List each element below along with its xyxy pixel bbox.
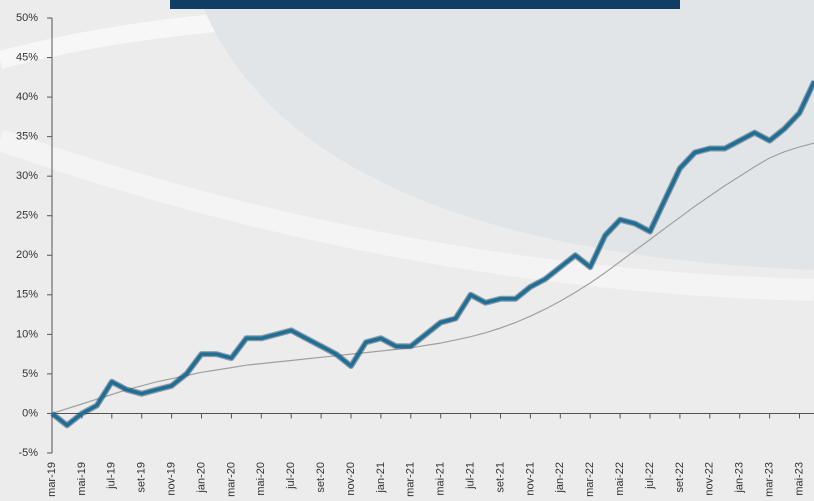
y-tick-label: 15%	[16, 289, 38, 301]
x-tick-label: mar-20	[225, 462, 237, 497]
y-tick-label: 5%	[22, 368, 38, 380]
x-tick-label: mar-21	[405, 462, 417, 497]
x-tick-label: jan-20	[195, 462, 207, 494]
y-tick-label: 10%	[16, 328, 38, 340]
x-tick-label: mai-23	[793, 462, 805, 496]
y-tick-label: 0%	[22, 407, 38, 419]
x-tick-label: jan-21	[375, 462, 387, 494]
y-tick-label: -5%	[18, 447, 38, 459]
x-tick-label: nov-19	[166, 462, 178, 496]
x-tick-label: jan-22	[554, 462, 566, 494]
y-tick-label: 30%	[16, 170, 38, 182]
x-tick-label: jul-19	[106, 462, 118, 490]
x-tick-label: mar-23	[764, 462, 776, 497]
x-tick-label: mai-20	[255, 462, 267, 496]
x-tick-label: jul-20	[285, 462, 297, 490]
chart: -5% 0% 5% 10% 15% 20% 25% 30% 35% 40% 45% 50% mar-19…	[0, 0, 814, 501]
x-tick-label: set-19	[136, 462, 148, 493]
y-tick-label: 45%	[16, 51, 38, 63]
x-tick-label: set-22	[674, 462, 686, 493]
title-bar	[170, 0, 680, 9]
y-tick-label: 40%	[16, 91, 38, 103]
x-tick-label: mar-19	[46, 462, 58, 497]
x-tick-label: set-21	[494, 462, 506, 493]
y-tick-label: 35%	[16, 131, 38, 143]
x-tick-label: nov-20	[345, 462, 357, 496]
x-tick-label: mar-22	[584, 462, 596, 497]
y-tick-label: 25%	[16, 210, 38, 222]
x-tick-label: mai-21	[435, 462, 447, 496]
x-tick-label: jan-23	[734, 462, 746, 494]
x-tick-label: mai-19	[76, 462, 88, 496]
x-tick-label: nov-22	[704, 462, 716, 496]
x-tick-label: jul-21	[465, 462, 477, 490]
x-tick-label: mai-22	[614, 462, 626, 496]
x-tick-label: jul-22	[644, 462, 656, 490]
y-tick-label: 50%	[16, 12, 38, 24]
x-tick-label: set-20	[315, 462, 327, 493]
x-tick-label: nov-21	[524, 462, 536, 496]
y-tick-label: 20%	[16, 249, 38, 261]
